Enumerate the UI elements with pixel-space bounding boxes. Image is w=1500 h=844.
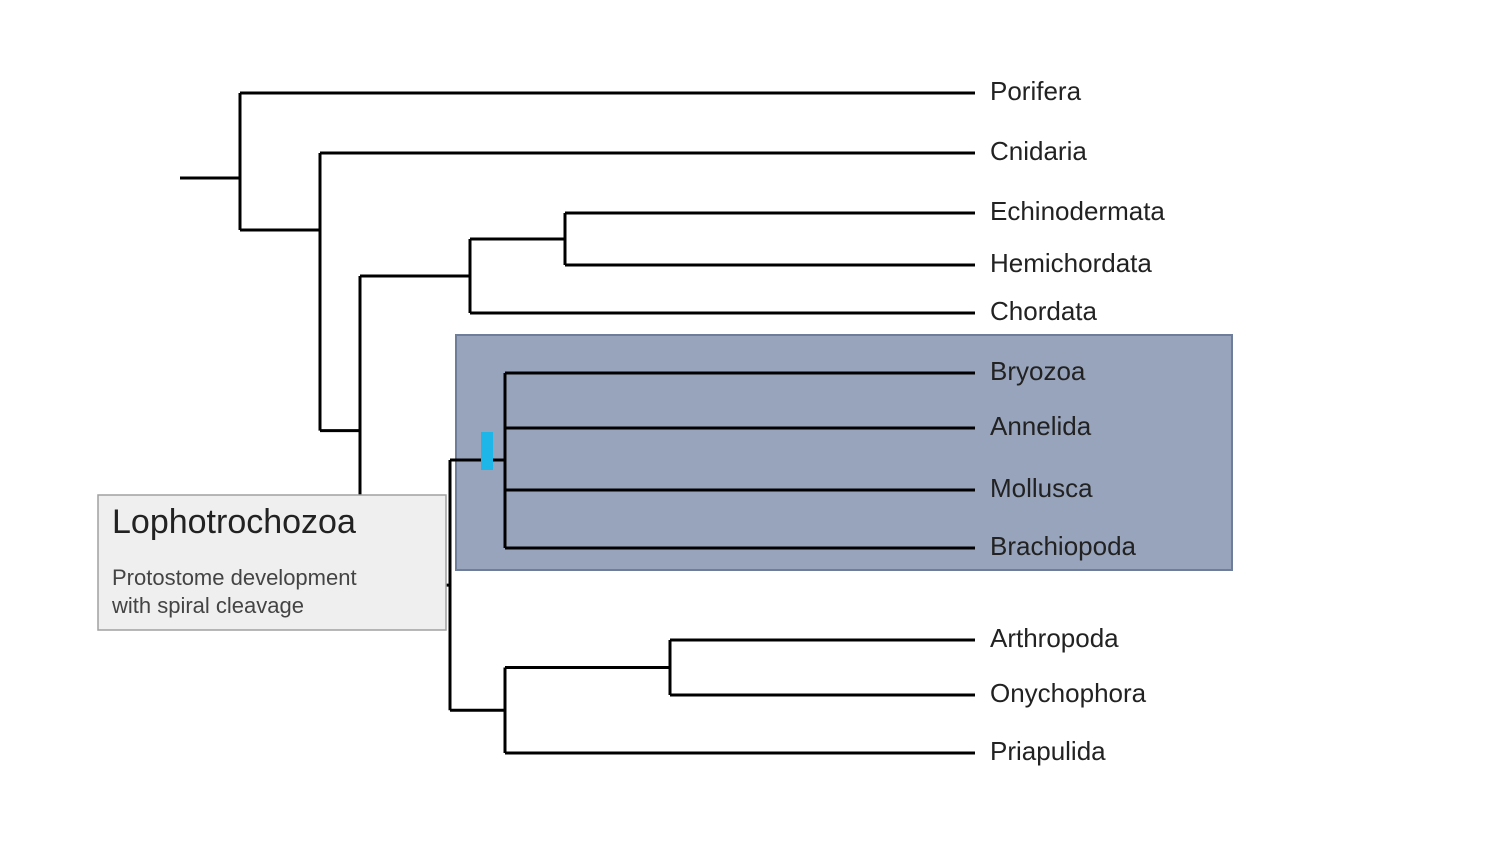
- taxon-label-arthropoda: Arthropoda: [990, 623, 1119, 653]
- taxon-label-echinodermata: Echinodermata: [990, 196, 1165, 226]
- taxon-label-priapulida: Priapulida: [990, 736, 1106, 766]
- taxon-label-chordata: Chordata: [990, 296, 1097, 326]
- taxon-label-cnidaria: Cnidaria: [990, 136, 1087, 166]
- callout-sub-line2: with spiral cleavage: [111, 593, 304, 618]
- taxon-label-brachiopoda: Brachiopoda: [990, 531, 1137, 561]
- taxon-label-porifera: Porifera: [990, 76, 1082, 106]
- taxon-label-bryozoa: Bryozoa: [990, 356, 1086, 386]
- taxon-label-onychophora: Onychophora: [990, 678, 1147, 708]
- callout-title: Lophotrochozoa: [112, 503, 356, 541]
- taxon-label-hemichordata: Hemichordata: [990, 248, 1152, 278]
- callout-sub-line1: Protostome development: [112, 565, 357, 590]
- taxon-label-mollusca: Mollusca: [990, 473, 1093, 503]
- phylogenetic-tree: Lophotrochozoa Protostome development with…: [0, 0, 1500, 844]
- taxon-label-annelida: Annelida: [990, 411, 1092, 441]
